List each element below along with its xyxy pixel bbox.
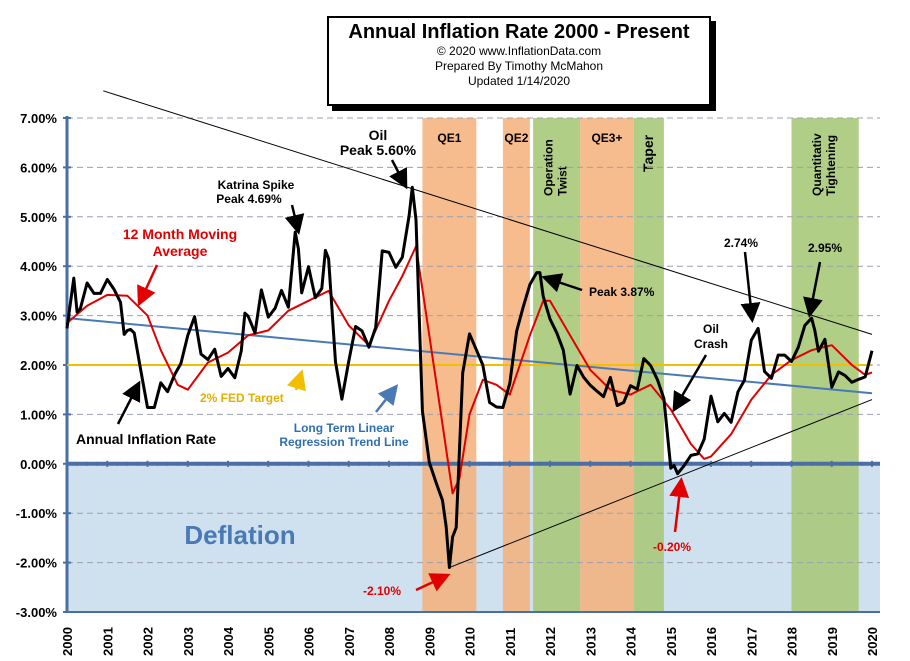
x-tick-label: 2012 bbox=[543, 627, 558, 656]
x-tick-label: 2002 bbox=[141, 627, 156, 656]
annotation-katrina-line2: Peak 4.69% bbox=[216, 192, 282, 206]
band-label-2-1: Twist bbox=[556, 166, 570, 196]
guide-line-1 bbox=[449, 399, 873, 569]
y-tick-label: -1.00% bbox=[16, 506, 58, 521]
y-tick-label: 0.00% bbox=[20, 457, 57, 472]
x-tick-label: 2000 bbox=[60, 627, 75, 656]
prepared-by-text: Prepared By Timothy McMahon bbox=[434, 59, 604, 73]
annotation-arrow-7 bbox=[286, 369, 307, 392]
band-label-4: Taper bbox=[640, 134, 656, 172]
x-tick-label: 2014 bbox=[624, 626, 639, 656]
annotation-arrow-1 bbox=[284, 204, 305, 235]
x-tick-label: 2015 bbox=[664, 627, 679, 656]
y-tick-label: 2.00% bbox=[20, 358, 57, 373]
y-tick-label: 1.00% bbox=[20, 407, 57, 422]
x-tick-label: 2019 bbox=[825, 627, 840, 656]
band-label-5-0: Quantitativ bbox=[810, 133, 824, 196]
annotation-annual-rate: Annual Inflation Rate bbox=[76, 431, 216, 447]
y-tick-label: 5.00% bbox=[20, 210, 57, 225]
x-tick-label: 2009 bbox=[422, 627, 437, 656]
annotation-oil-crash-line1: Oil bbox=[703, 322, 719, 336]
x-tick-label: 2001 bbox=[100, 627, 115, 656]
x-tick-label: 2004 bbox=[221, 626, 236, 656]
guide-line-0 bbox=[103, 90, 873, 335]
title-box: Annual Inflation Rate 2000 - Present © 2… bbox=[327, 16, 711, 106]
annotation-oil-crash-line2: Crash bbox=[694, 337, 728, 351]
annotation-arrow-8 bbox=[116, 380, 141, 425]
x-tick-label: 2008 bbox=[382, 627, 397, 656]
updated-text: Updated 1/14/2020 bbox=[467, 74, 571, 88]
band-label-0: QE1 bbox=[437, 131, 461, 145]
band-label-3: QE3+ bbox=[591, 131, 622, 145]
annual-inflation-line bbox=[65, 185, 874, 569]
annotation-274: 2.74% bbox=[724, 236, 758, 250]
y-tick-label: 7.00% bbox=[20, 111, 57, 126]
x-tick-label: 2017 bbox=[744, 627, 759, 656]
annotation-ma-line1: 12 Month Moving bbox=[123, 226, 237, 242]
x-tick-label: 2006 bbox=[302, 627, 317, 656]
y-tick-label: 6.00% bbox=[20, 160, 57, 175]
annotation-oil-peak-line1: Oil bbox=[369, 127, 388, 143]
x-tick-label: 2018 bbox=[785, 627, 800, 656]
annotation-minus-210: -2.10% bbox=[363, 584, 401, 598]
annotation-trend-line1: Long Term Linear bbox=[294, 421, 395, 435]
annotation-295: 2.95% bbox=[808, 241, 842, 255]
annotation-ma-line2: Average bbox=[153, 243, 208, 259]
band-label-1: QE2 bbox=[504, 131, 528, 145]
x-tick-label: 2016 bbox=[704, 627, 719, 656]
annotation-peak-387: Peak 3.87% bbox=[589, 285, 655, 299]
band-label-5-1: Tightening bbox=[824, 135, 838, 196]
annotation-arrow-10 bbox=[415, 573, 451, 592]
moving-average-line bbox=[66, 245, 873, 495]
annotation-arrow-3 bbox=[541, 273, 583, 293]
annotation-arrow-2 bbox=[137, 264, 159, 307]
x-tick-label: 2003 bbox=[181, 627, 196, 656]
annotation-arrow-4 bbox=[740, 251, 761, 323]
x-tick-label: 2011 bbox=[503, 628, 518, 656]
x-tick-label: 2007 bbox=[342, 627, 357, 656]
annotation-arrow-6 bbox=[672, 354, 708, 413]
y-tick-label: 4.00% bbox=[20, 259, 57, 274]
annotation-fed-target: 2% FED Target bbox=[200, 391, 284, 405]
chart-title: Annual Inflation Rate 2000 - Present bbox=[348, 21, 690, 43]
deflation-label: Deflation bbox=[184, 520, 295, 550]
annotation-trend-line2: Regression Trend Line bbox=[279, 435, 409, 449]
annotation-arrow-9 bbox=[375, 384, 399, 413]
annotation-arrow-0 bbox=[389, 159, 408, 190]
x-tick-label: 2013 bbox=[583, 627, 598, 656]
copyright-text: © 2020 www.InflationData.com bbox=[436, 44, 602, 58]
annotation-arrow-5 bbox=[803, 261, 823, 318]
annotation-oil-peak-line2: Peak 5.60% bbox=[340, 142, 417, 158]
trend-line bbox=[66, 317, 873, 395]
y-tick-label: -3.00% bbox=[16, 605, 58, 620]
y-tick-label: 3.00% bbox=[20, 309, 57, 324]
y-tick-label: -2.00% bbox=[16, 556, 58, 571]
x-tick-label: 2010 bbox=[463, 627, 478, 656]
annotation-katrina-line1: Katrina Spike bbox=[218, 178, 295, 192]
x-tick-label: 2005 bbox=[261, 627, 276, 656]
annotation-arrow-11 bbox=[669, 477, 690, 533]
x-tick-label: 2020 bbox=[865, 627, 880, 656]
annotation-minus-020: -0.20% bbox=[653, 540, 691, 554]
